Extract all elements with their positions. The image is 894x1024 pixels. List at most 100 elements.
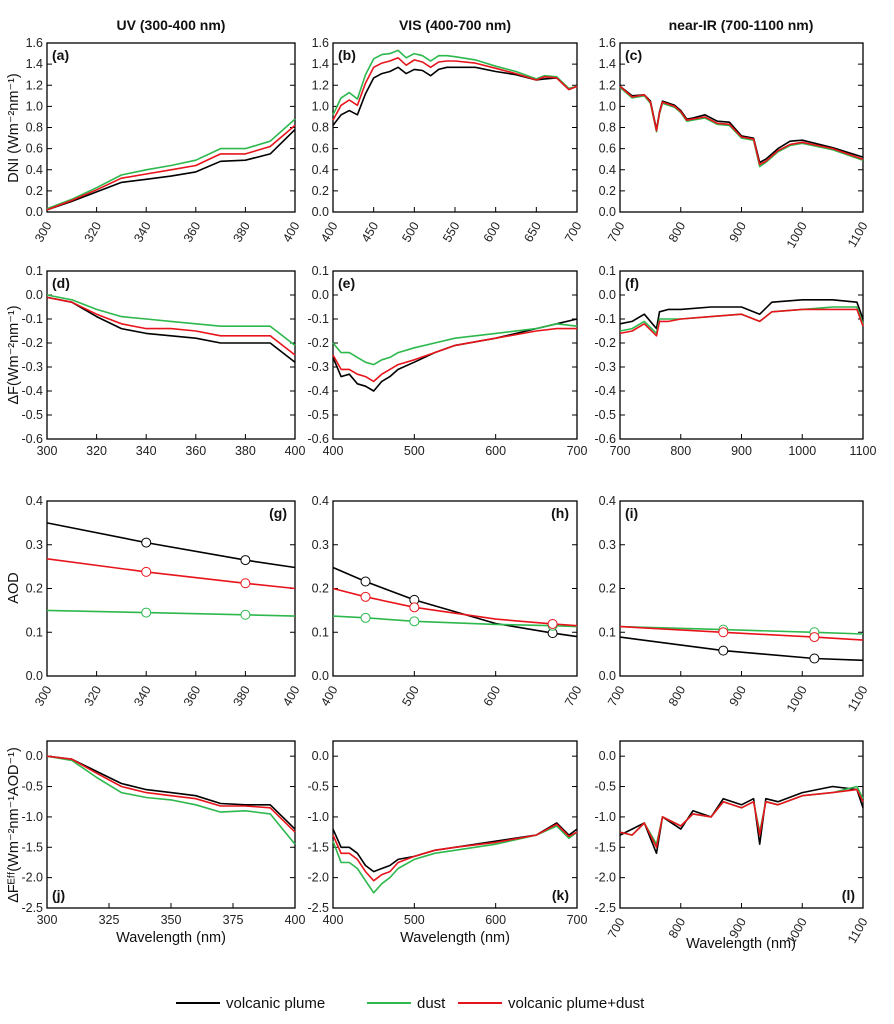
- y-tick-label: 0.2: [312, 184, 329, 198]
- panel-label: (g): [269, 505, 287, 521]
- x-tick-label: 600: [481, 683, 504, 708]
- series-line-dust: [46, 755, 296, 845]
- series-line-dust: [332, 323, 578, 366]
- x-tick-label: 500: [399, 683, 422, 708]
- plot-frame: [332, 270, 578, 440]
- series-line-dust: [619, 306, 864, 335]
- xlabel-vis: Wavelength (nm): [400, 930, 510, 946]
- data-point-marker: [809, 632, 820, 643]
- y-tick-label: -0.4: [307, 384, 329, 398]
- x-tick-label: 1100: [845, 683, 871, 713]
- y-tick-label: 0.0: [26, 288, 43, 302]
- y-tick-label: 0.6: [26, 142, 43, 156]
- panel-label: (a): [52, 47, 69, 63]
- panel-i: 0.0 0.1 0.2 0.3 0.4 700 800 900 1000 1100 (i): [599, 494, 871, 715]
- y-tick-label: -2.0: [307, 871, 329, 885]
- y-tick-label: 0.2: [312, 582, 329, 596]
- y-tick-label: 0.0: [599, 205, 616, 219]
- xlabel-nir: Wavelength (nm): [686, 936, 796, 952]
- y-tick-label: 0.8: [26, 121, 43, 135]
- y-tick-label: -1.0: [594, 810, 616, 824]
- y-tick-label: -0.3: [307, 360, 329, 374]
- plot-frame: [46, 270, 296, 440]
- y-tick-label: 0.1: [312, 264, 329, 278]
- plot-frame: [332, 740, 578, 909]
- series-line-volcanic-plume: [332, 566, 578, 638]
- data-point-marker: [360, 591, 371, 602]
- data-point-marker: [240, 609, 251, 620]
- y-tick-label: 1.6: [26, 36, 43, 50]
- x-tick-label: 500: [399, 219, 422, 244]
- y-tick-label: -0.5: [21, 780, 43, 794]
- x-tick-label: 450: [359, 219, 382, 244]
- y-tick-label: -0.2: [21, 336, 43, 350]
- data-point-marker: [240, 555, 251, 566]
- x-tick-label: 300: [37, 444, 58, 458]
- y-tick-label: 0.0: [312, 669, 329, 683]
- y-tick-label: 0.2: [599, 582, 616, 596]
- panel-label: (i): [625, 505, 638, 521]
- x-tick-label: 1000: [788, 444, 816, 458]
- x-tick-label: 600: [481, 219, 504, 244]
- y-tick-label: -0.2: [307, 336, 329, 350]
- series-line-volcanic-plume-dust: [332, 823, 578, 882]
- y-tick-label: -0.5: [21, 408, 43, 422]
- y-tick-label: -2.0: [594, 871, 616, 885]
- x-tick-label: 700: [605, 683, 628, 708]
- series-line-volcanic-plume-dust: [332, 327, 577, 383]
- x-tick-label: 300: [32, 219, 55, 244]
- column-title-vis: VIS (400-700 nm): [399, 17, 511, 33]
- x-tick-label: 400: [318, 219, 341, 244]
- y-tick-label: 0.0: [599, 288, 616, 302]
- series-line-volcanic-plume-dust: [619, 85, 864, 166]
- data-point-marker: [718, 645, 729, 656]
- plot-frame: [619, 740, 864, 909]
- panel-h: 0.0 0.1 0.2 0.3 0.4 400 500 600 700 (h): [312, 494, 585, 709]
- plot-frame: [332, 500, 578, 677]
- panel-label: (l): [842, 887, 855, 903]
- x-tick-label: 550: [440, 219, 463, 244]
- series-line-dust: [332, 825, 578, 894]
- data-point-marker: [141, 537, 152, 548]
- y-tick-label: 0.1: [312, 625, 329, 639]
- x-tick-label: 700: [567, 913, 588, 927]
- column-title-nir: near-IR (700-1100 nm): [669, 17, 814, 33]
- y-tick-label: -0.4: [21, 384, 43, 398]
- x-tick-label: 340: [136, 444, 157, 458]
- x-tick-label: 1000: [784, 915, 810, 946]
- panel-label: (c): [625, 47, 642, 63]
- x-tick-label: 1100: [845, 915, 871, 945]
- y-tick-label: 0.0: [599, 749, 616, 763]
- data-point-marker: [141, 607, 152, 618]
- series-line-volcanic-plume-dust: [619, 788, 864, 849]
- y-tick-label: -0.6: [21, 432, 43, 446]
- y-tick-label: 0.4: [26, 494, 43, 508]
- y-tick-label: 0.6: [599, 142, 616, 156]
- x-tick-label: 800: [666, 683, 689, 708]
- y-tick-label: -0.1: [21, 312, 43, 326]
- column-title-uv: UV (300-400 nm): [117, 17, 226, 33]
- x-tick-label: 340: [131, 219, 154, 244]
- panel-label: (b): [338, 47, 356, 63]
- y-tick-label: -2.0: [21, 871, 43, 885]
- x-tick-label: 380: [235, 444, 256, 458]
- y-tick-label: 0.0: [26, 749, 43, 763]
- y-tick-label: 0.0: [312, 205, 329, 219]
- y-tick-label: 1.6: [599, 36, 616, 50]
- y-tick-label: 1.2: [312, 78, 329, 92]
- x-tick-label: 375: [223, 913, 244, 927]
- data-point-marker: [240, 578, 251, 589]
- series-line-dust: [46, 609, 296, 617]
- panel-g: 0.0 0.1 0.2 0.3 0.4 300 320 340 360 380 400 (g): [26, 494, 303, 709]
- x-tick-label: 650: [521, 219, 544, 244]
- x-tick-label: 360: [185, 444, 206, 458]
- x-tick-label: 380: [230, 219, 253, 244]
- x-tick-label: 700: [610, 444, 631, 458]
- x-tick-label: 320: [82, 683, 105, 708]
- data-point-marker: [409, 602, 420, 613]
- ylabel-dni: DNI (Wm⁻²nm⁻¹): [6, 73, 22, 183]
- plot-frame: [619, 500, 864, 677]
- y-tick-label: 1.4: [26, 57, 43, 71]
